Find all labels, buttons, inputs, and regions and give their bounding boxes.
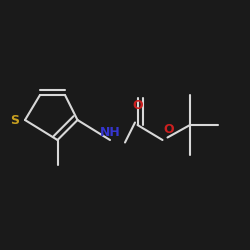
Text: O: O [164,123,174,136]
Text: S: S [10,114,19,126]
Text: O: O [132,99,143,112]
Text: NH: NH [100,126,120,139]
